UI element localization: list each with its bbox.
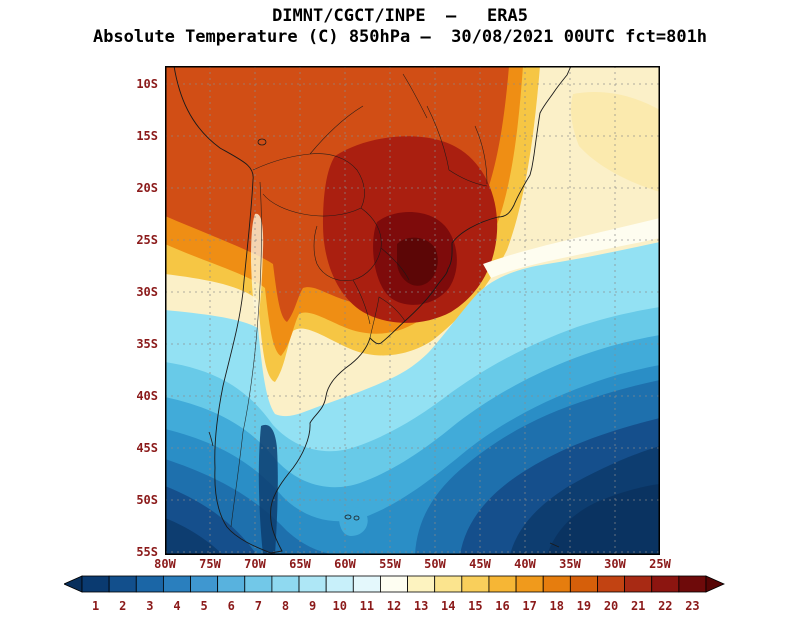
colorbar-value: 10 (333, 599, 347, 613)
lon-label: 55W (379, 557, 401, 571)
temperature-map-canvas (165, 66, 660, 555)
colorbar-segment (380, 575, 408, 593)
colorbar-value: 8 (282, 599, 289, 613)
lat-label: 50S (136, 493, 158, 507)
colorbar-value: 19 (577, 599, 591, 613)
colorbar-value: 17 (522, 599, 536, 613)
colorbar-value: 12 (387, 599, 401, 613)
colorbar-segment (298, 575, 327, 593)
colorbar-value: 6 (228, 599, 235, 613)
temperature-field (165, 66, 660, 555)
lon-label: 45W (469, 557, 491, 571)
colorbar-value: 3 (146, 599, 153, 613)
colorbar-segment (352, 575, 381, 593)
colorbar-segment (624, 575, 653, 593)
colorbar-value: 11 (360, 599, 374, 613)
lat-label: 45S (136, 441, 158, 455)
latitude-axis: 10S 15S 20S 25S 30S 35S 40S 45S 50S 55S (123, 66, 161, 559)
lat-label: 25S (136, 233, 158, 247)
colorbar-segment (542, 575, 571, 593)
lat-label: 40S (136, 389, 158, 403)
colorbar-segment (569, 575, 598, 593)
colorbar-value: 13 (414, 599, 428, 613)
lon-label: 25W (649, 557, 671, 571)
colorbar: 1 2 3 4 5 6 7 8 9 10 11 12 13 14 15 16 17 18 19 20 21 22 23 (63, 575, 725, 613)
colorbar-segment (325, 575, 354, 593)
lon-label: 35W (559, 557, 581, 571)
country-borders (230, 73, 488, 528)
colorbar-value: 16 (495, 599, 509, 613)
lat-label: 15S (136, 129, 158, 143)
coastline (173, 66, 572, 554)
colorbar-value: 9 (309, 599, 316, 613)
lat-label: 35S (136, 337, 158, 351)
lon-label: 60W (334, 557, 356, 571)
lon-label: 40W (514, 557, 536, 571)
islands (208, 138, 560, 548)
colorbar-segment (597, 575, 625, 593)
page-subtitle: Absolute Temperature (C) 850hPa — 30/08/… (92, 27, 708, 47)
colorbar-value: 4 (173, 599, 180, 613)
colorbar-segment (81, 575, 110, 593)
colorbar-segment (678, 575, 707, 593)
grid-lines (165, 66, 660, 555)
colorbar-segment (244, 575, 273, 593)
colorbar-container: 1 2 3 4 5 6 7 8 9 10 11 12 13 14 15 16 17 18 19 20 21 22 23 (63, 574, 726, 618)
colorbar-value: 2 (119, 599, 126, 613)
page-title: DIMNT/CGCT/INPE — ERA5 (272, 6, 528, 26)
lat-label: 20S (136, 181, 158, 195)
lon-label: 30W (604, 557, 626, 571)
longitude-axis: 80W 75W 70W 65W 60W 55W 50W 45W 40W 35W 30W 25W (154, 557, 671, 573)
lon-label: 80W (154, 557, 176, 571)
map-frame (165, 66, 660, 555)
lat-label: 30S (136, 285, 158, 299)
colorbar-segment (651, 575, 680, 593)
lat-label: 10S (136, 77, 158, 91)
colorbar-segment (162, 575, 191, 593)
lon-label: 75W (199, 557, 221, 571)
colorbar-segment (515, 575, 544, 593)
colorbar-value: 20 (604, 599, 618, 613)
colorbar-segment (108, 575, 137, 593)
lat-label: 55S (136, 545, 158, 559)
colorbar-segment (461, 575, 490, 593)
colorbar-value: 15 (468, 599, 482, 613)
lon-label: 65W (289, 557, 311, 571)
colorbar-segment (135, 575, 164, 593)
lon-label: 50W (424, 557, 446, 571)
colorbar-segment (407, 575, 436, 593)
colorbar-segment (190, 575, 219, 593)
colorbar-value: 1 (92, 599, 99, 613)
colorbar-value: 5 (200, 599, 207, 613)
colorbar-segment (488, 575, 517, 593)
lon-label: 70W (244, 557, 266, 571)
colorbar-value: 22 (658, 599, 672, 613)
colorbar-value: 18 (550, 599, 564, 613)
colorbar-value: 7 (255, 599, 262, 613)
colorbar-right-arrow-icon (705, 575, 725, 593)
colorbar-segment (217, 575, 246, 593)
colorbar-value: 21 (631, 599, 645, 613)
colorbar-segment (434, 575, 463, 593)
colorbar-value: 14 (441, 599, 455, 613)
colorbar-left-arrow-icon (63, 575, 83, 593)
colorbar-segment (271, 575, 300, 593)
colorbar-value: 23 (685, 599, 699, 613)
